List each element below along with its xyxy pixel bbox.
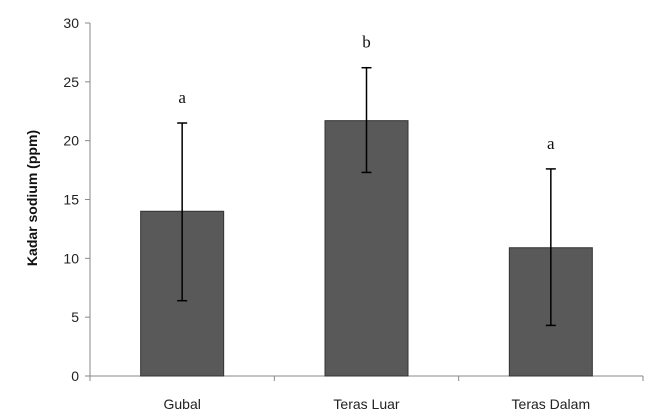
y-tick-label: 15: [63, 192, 79, 208]
y-tick-label: 0: [71, 368, 79, 384]
x-category-label: Gubal: [163, 396, 200, 412]
significance-letter: a: [178, 88, 186, 107]
y-tick-label: 20: [63, 133, 79, 149]
x-category-label: Teras Dalam: [512, 396, 591, 412]
x-category-label: Teras Luar: [333, 396, 399, 412]
y-tick-label: 5: [71, 309, 79, 325]
y-axis-title: Kadar sodium (ppm): [24, 130, 40, 266]
y-tick-label: 10: [63, 250, 79, 266]
y-tick-label: 30: [63, 15, 79, 31]
significance-letter: b: [362, 33, 371, 52]
plot-area: 0 5 10 15 20 25 30 a Gubal b Teras Luar a Teras Dala…: [63, 15, 644, 412]
significance-letter: a: [547, 134, 555, 153]
y-tick-label: 25: [63, 74, 79, 90]
